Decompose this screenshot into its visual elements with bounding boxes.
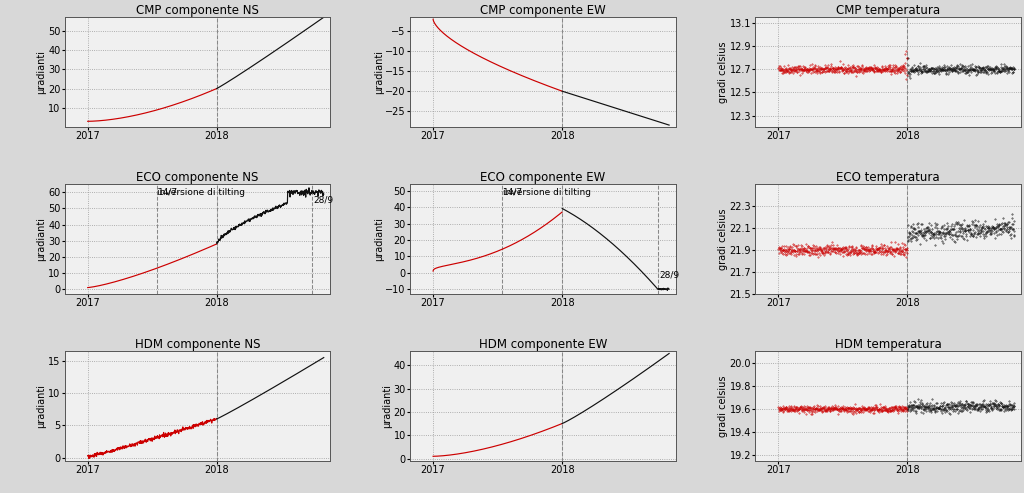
Text: 28/9: 28/9 xyxy=(659,271,679,280)
Title: CMP componente EW: CMP componente EW xyxy=(480,4,605,17)
Title: CMP temperatura: CMP temperatura xyxy=(836,4,940,17)
Y-axis label: gradi celsius: gradi celsius xyxy=(718,375,728,437)
Text: 14/7: 14/7 xyxy=(158,188,178,197)
Text: 28/9: 28/9 xyxy=(313,196,334,205)
Text: 14/7: 14/7 xyxy=(504,188,523,197)
Title: ECO componente EW: ECO componente EW xyxy=(480,171,605,184)
Text: inversione di tilting: inversione di tilting xyxy=(503,188,591,197)
Title: ECO componente NS: ECO componente NS xyxy=(136,171,258,184)
Y-axis label: μradianti: μradianti xyxy=(382,384,392,428)
Y-axis label: μradianti: μradianti xyxy=(374,50,384,94)
Y-axis label: μradianti: μradianti xyxy=(37,384,46,428)
Text: inversione di tilting: inversione di tilting xyxy=(158,188,246,197)
Y-axis label: gradi celsius: gradi celsius xyxy=(718,41,728,103)
Title: HDM temperatura: HDM temperatura xyxy=(835,338,941,351)
Title: CMP componente NS: CMP componente NS xyxy=(136,4,259,17)
Y-axis label: μradianti: μradianti xyxy=(37,217,46,261)
Y-axis label: gradi celsius: gradi celsius xyxy=(718,209,728,270)
Y-axis label: μradianti: μradianti xyxy=(374,217,384,261)
Title: HDM componente NS: HDM componente NS xyxy=(134,338,260,351)
Y-axis label: μradianti: μradianti xyxy=(37,50,46,94)
Title: HDM componente EW: HDM componente EW xyxy=(478,338,607,351)
Title: ECO temperatura: ECO temperatura xyxy=(837,171,940,184)
